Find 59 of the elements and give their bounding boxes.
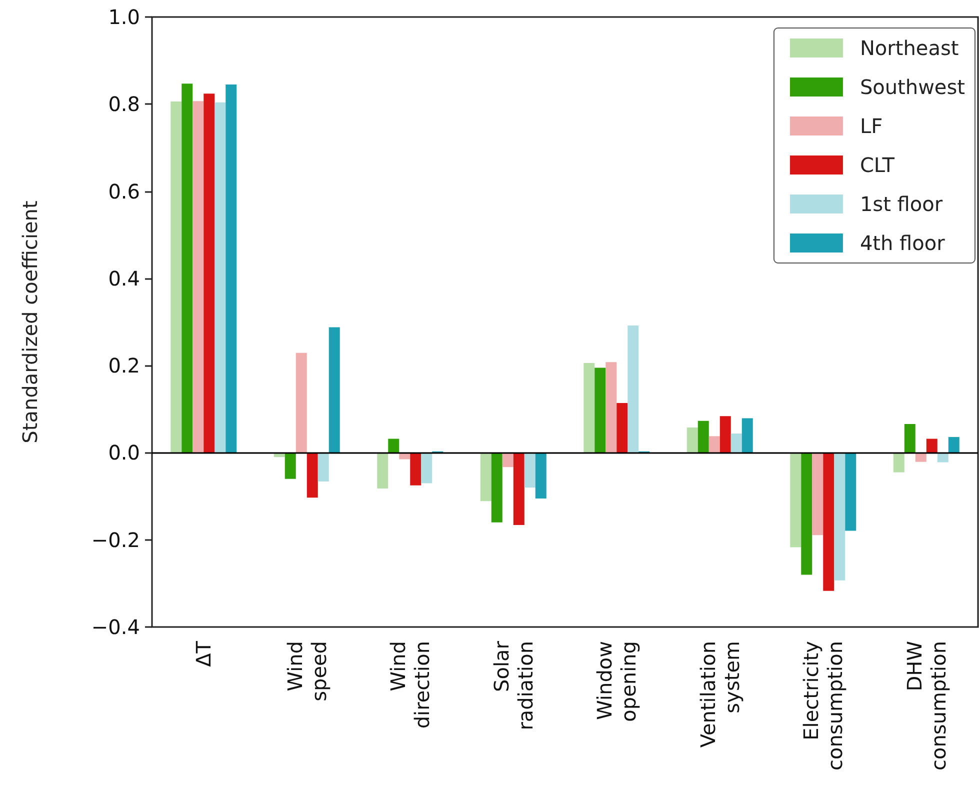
bar bbox=[513, 452, 524, 526]
bar bbox=[790, 452, 802, 548]
bar bbox=[948, 437, 960, 453]
bar bbox=[535, 452, 546, 498]
x-tick-label: Wind speed bbox=[282, 641, 331, 702]
bar bbox=[823, 452, 834, 591]
bar bbox=[182, 84, 193, 453]
bar bbox=[801, 452, 812, 575]
x-tick-label: ΔT bbox=[192, 640, 216, 667]
bar bbox=[742, 418, 753, 453]
bar bbox=[730, 434, 742, 453]
bar bbox=[284, 452, 296, 479]
bar bbox=[686, 427, 698, 453]
y-tick-label: 1.0 bbox=[108, 5, 140, 29]
bar bbox=[296, 352, 307, 453]
bar bbox=[812, 452, 824, 536]
legend-label: 4th floor bbox=[860, 231, 946, 255]
bar bbox=[616, 403, 628, 453]
y-tick-label: 0.8 bbox=[108, 92, 140, 116]
bar bbox=[708, 436, 720, 453]
legend-label: CLT bbox=[860, 153, 896, 177]
bar bbox=[720, 416, 731, 453]
bar bbox=[480, 452, 492, 502]
bar bbox=[192, 101, 204, 453]
y-tick-label: 0.6 bbox=[108, 179, 140, 204]
legend-label: LF bbox=[860, 114, 883, 138]
bar bbox=[893, 452, 904, 472]
bar bbox=[410, 452, 422, 486]
y-tick-label: −0.2 bbox=[91, 528, 140, 552]
bar bbox=[834, 452, 846, 580]
x-tick-label: Ventilation system bbox=[696, 641, 744, 748]
y-tick-label: 0.0 bbox=[108, 440, 140, 465]
bar bbox=[306, 452, 318, 498]
bar bbox=[214, 102, 226, 453]
bar bbox=[318, 452, 329, 482]
bar bbox=[845, 452, 856, 531]
bar bbox=[698, 420, 709, 453]
bar bbox=[491, 452, 502, 522]
bar bbox=[377, 452, 388, 488]
bar bbox=[328, 327, 340, 453]
bar bbox=[226, 84, 237, 453]
bar bbox=[606, 362, 617, 453]
bar bbox=[388, 438, 400, 453]
legend-label: Northeast bbox=[860, 36, 959, 60]
bar bbox=[584, 362, 595, 453]
bar bbox=[594, 368, 606, 453]
bar bbox=[170, 102, 182, 453]
bar bbox=[524, 452, 536, 488]
y-tick-label: 0.2 bbox=[108, 354, 140, 378]
bar bbox=[904, 424, 916, 453]
y-tick-label: 0.4 bbox=[108, 266, 140, 290]
legend-label: 1st floor bbox=[860, 192, 944, 216]
bar bbox=[204, 94, 215, 453]
y-tick-label: −0.4 bbox=[91, 615, 140, 639]
y-axis-title: Standardized coefficient bbox=[18, 200, 42, 444]
bar bbox=[926, 438, 938, 453]
bar bbox=[628, 325, 639, 453]
bar bbox=[421, 452, 432, 484]
legend-label: Southwest bbox=[860, 75, 966, 99]
